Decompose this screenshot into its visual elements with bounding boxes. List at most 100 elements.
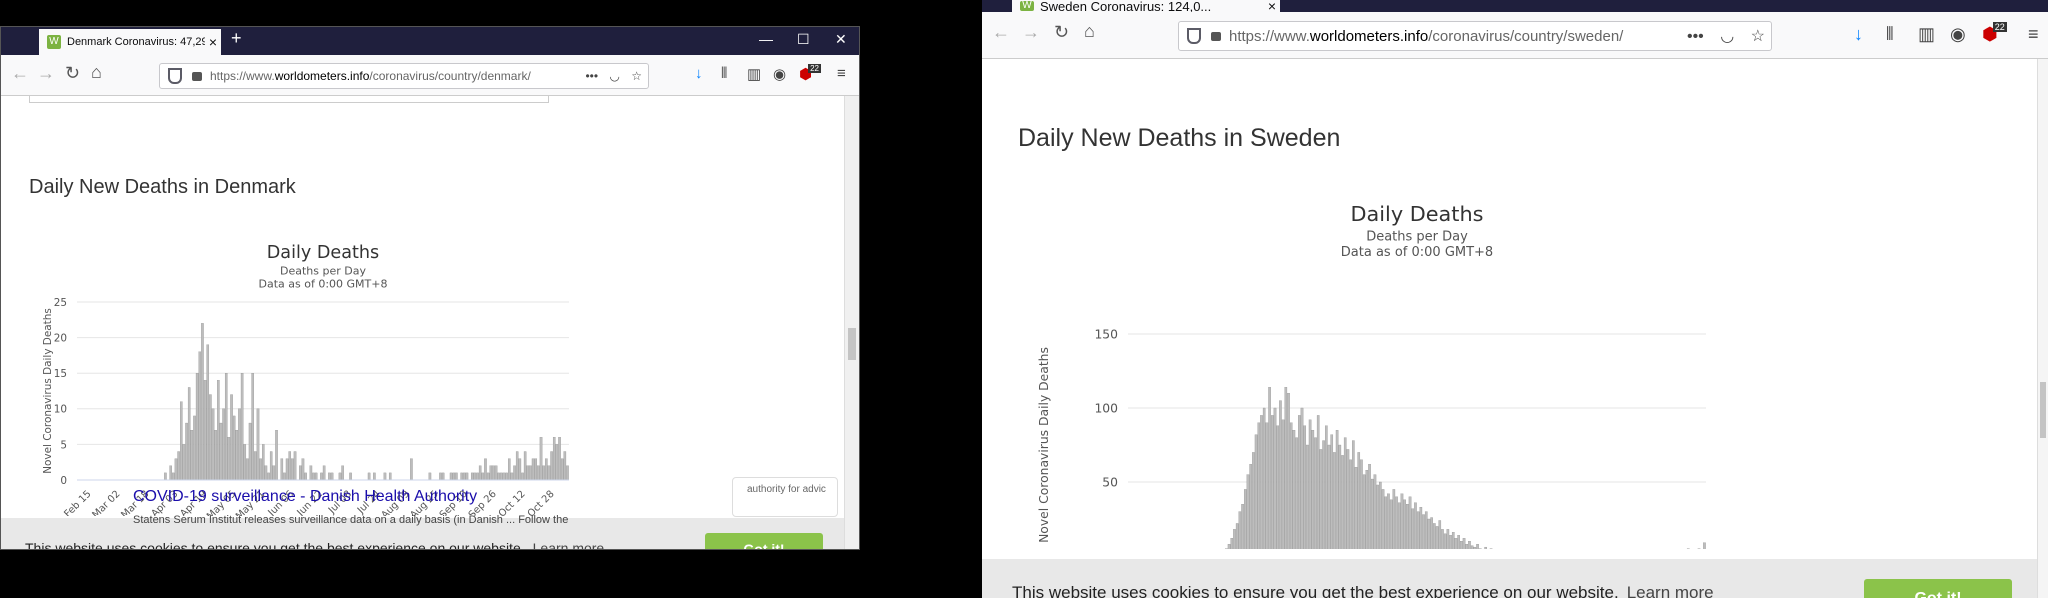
bar bbox=[1381, 489, 1385, 549]
bar bbox=[1473, 546, 1477, 549]
bar bbox=[240, 373, 244, 481]
menu-icon[interactable]: ≡ bbox=[837, 65, 846, 82]
bar bbox=[1400, 493, 1404, 549]
download-icon[interactable]: ↓ bbox=[695, 65, 703, 82]
y-tick-label: 150 bbox=[1094, 328, 1118, 342]
account-icon[interactable]: ◉ bbox=[1950, 24, 1966, 44]
learn-more-link[interactable]: Learn more bbox=[1626, 583, 1714, 598]
bar bbox=[1457, 535, 1460, 549]
bar bbox=[320, 472, 323, 481]
back-arrow-icon[interactable]: ← bbox=[992, 22, 1010, 42]
bar bbox=[1333, 452, 1336, 549]
new-tab-icon[interactable]: + bbox=[231, 28, 242, 48]
tab-denmark[interactable]: W Denmark Coronavirus: 47,299 C × bbox=[39, 29, 221, 55]
chart-title: Daily Deaths bbox=[1351, 202, 1484, 226]
bar bbox=[510, 472, 514, 481]
minimize-icon[interactable]: — bbox=[759, 31, 773, 47]
chart-subtitle: Deaths per Day bbox=[280, 265, 366, 278]
bar bbox=[288, 451, 292, 481]
bar bbox=[1476, 544, 1479, 549]
url-text: https://www.worldometers.info/coronaviru… bbox=[1229, 27, 1624, 45]
bar bbox=[428, 472, 432, 481]
menu-icon[interactable]: ≡ bbox=[2028, 24, 2039, 44]
bar bbox=[219, 422, 223, 481]
back-arrow-icon[interactable]: ← bbox=[11, 63, 29, 83]
close-tab-icon[interactable]: × bbox=[208, 34, 218, 50]
bar bbox=[1319, 449, 1323, 549]
got-it-button[interactable]: Got it! bbox=[1864, 579, 2012, 598]
close-tab-icon[interactable]: × bbox=[1267, 0, 1277, 14]
scrollbar[interactable] bbox=[2037, 59, 2048, 598]
reload-icon[interactable]: ↻ bbox=[1054, 22, 1070, 42]
bar bbox=[486, 472, 490, 481]
bar bbox=[1430, 517, 1433, 549]
bar bbox=[1279, 400, 1282, 549]
pocket-icon[interactable]: ◡ bbox=[1720, 28, 1735, 45]
bar bbox=[489, 465, 493, 481]
tab-sweden[interactable]: W Sweden Coronavirus: 124,0... × bbox=[1012, 0, 1280, 14]
cookie-banner: This website uses cookies to ensure you … bbox=[1, 518, 859, 549]
bar bbox=[1276, 425, 1280, 549]
bar bbox=[1230, 538, 1234, 549]
learn-more-link[interactable]: Learn more bbox=[532, 540, 605, 549]
lock-icon[interactable] bbox=[192, 71, 202, 81]
bar bbox=[1335, 430, 1339, 549]
home-icon[interactable]: ⌂ bbox=[91, 62, 102, 82]
worldometers-favicon-icon: W bbox=[47, 35, 61, 49]
close-window-icon[interactable]: ✕ bbox=[835, 31, 847, 47]
star-icon[interactable]: ☆ bbox=[1750, 28, 1765, 45]
bar bbox=[1241, 504, 1244, 549]
more-icon[interactable]: ••• bbox=[1686, 28, 1704, 45]
home-icon[interactable]: ⌂ bbox=[1084, 21, 1095, 41]
library-icon[interactable]: ⫴ bbox=[721, 65, 728, 82]
lock-icon[interactable] bbox=[1211, 31, 1221, 41]
forward-arrow-icon[interactable]: → bbox=[37, 63, 55, 83]
bar bbox=[1254, 434, 1258, 549]
library-icon[interactable]: ⫴ bbox=[1886, 24, 1894, 44]
address-bar[interactable]: https://www.worldometers.info/coronaviru… bbox=[1178, 21, 1772, 51]
shield-icon[interactable] bbox=[1187, 28, 1201, 44]
tab-title: Denmark Coronavirus: 47,299 C bbox=[67, 36, 205, 48]
bar bbox=[550, 451, 553, 481]
bar bbox=[410, 458, 413, 481]
search-result-link[interactable]: COVID-19 surveillance - Danish Health Au… bbox=[133, 488, 478, 505]
scrollbar[interactable] bbox=[844, 96, 859, 549]
bar bbox=[1427, 518, 1431, 549]
star-icon[interactable]: ☆ bbox=[631, 69, 642, 83]
bar bbox=[542, 465, 545, 481]
bar bbox=[505, 472, 508, 481]
bar bbox=[1292, 430, 1296, 549]
bar bbox=[1373, 474, 1377, 549]
sidebar-icon[interactable]: ▥ bbox=[1918, 24, 1936, 44]
bar bbox=[1360, 459, 1363, 549]
scrollbar-thumb[interactable] bbox=[848, 328, 856, 360]
address-bar[interactable]: https://www.worldometers.info/coronaviru… bbox=[159, 63, 649, 89]
bar bbox=[545, 458, 548, 481]
bar bbox=[1262, 407, 1266, 549]
bar bbox=[455, 472, 458, 481]
adblock-icon[interactable]: ⬢22 bbox=[1982, 22, 2007, 44]
bar bbox=[1392, 489, 1396, 549]
bar bbox=[1406, 504, 1409, 549]
bar bbox=[1349, 459, 1352, 549]
bar bbox=[254, 451, 257, 481]
pocket-icon[interactable]: ◡ bbox=[609, 69, 620, 83]
shield-icon[interactable] bbox=[168, 68, 182, 84]
bar bbox=[465, 472, 469, 481]
more-icon[interactable]: ••• bbox=[585, 69, 599, 83]
adblock-icon[interactable]: ⬢22 bbox=[799, 64, 822, 83]
account-icon[interactable]: ◉ bbox=[773, 66, 787, 83]
maximize-icon[interactable]: ☐ bbox=[797, 31, 810, 47]
bar bbox=[349, 472, 352, 481]
scrollbar-thumb[interactable] bbox=[2040, 382, 2046, 438]
bar bbox=[1287, 393, 1290, 549]
bar bbox=[232, 415, 236, 481]
got-it-button[interactable]: Got it! bbox=[705, 533, 823, 549]
bar bbox=[1403, 499, 1406, 549]
sidebar-icon[interactable]: ▥ bbox=[747, 66, 762, 83]
forward-arrow-icon[interactable]: → bbox=[1022, 22, 1040, 42]
download-icon[interactable]: ↓ bbox=[1854, 24, 1863, 44]
bar bbox=[275, 430, 278, 481]
bar bbox=[1416, 511, 1420, 549]
reload-icon[interactable]: ↻ bbox=[65, 63, 81, 83]
